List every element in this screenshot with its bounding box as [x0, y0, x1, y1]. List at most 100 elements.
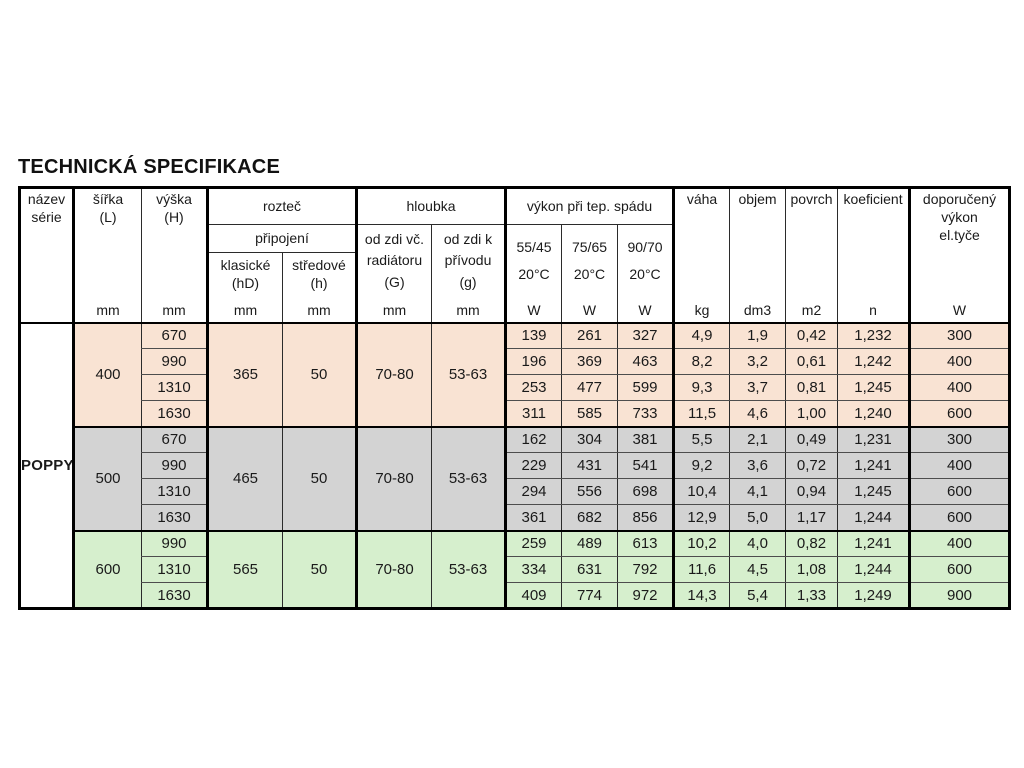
spec-table: název série šířka (L) výška (H) rozteč h… [18, 186, 1012, 610]
pitch-classic-cell: 365 [206, 322, 283, 427]
volume-cell: 4,6 [729, 400, 786, 427]
surface-cell: 1,33 [785, 582, 838, 609]
width-cell: 500 [72, 425, 142, 531]
header-width: šířka (L) [72, 187, 142, 298]
unit-depth-g: mm [355, 297, 432, 324]
weight-cell: 10,2 [672, 529, 730, 557]
output-cell: 774 [561, 582, 618, 609]
output-cell: 698 [617, 478, 674, 505]
volume-cell: 4,1 [729, 478, 786, 505]
header-depth: hloubka [354, 187, 506, 225]
weight-cell: 11,6 [672, 556, 730, 583]
depth-g-small-cell: 53-63 [430, 322, 506, 427]
recommended-cell: 300 [908, 322, 1010, 349]
output-cell: 792 [617, 556, 674, 583]
coefficient-cell: 1,231 [837, 425, 910, 453]
table-row: 1630 409 774 972 14,3 5,4 1,33 1,249 900 [20, 582, 1010, 609]
height-cell: 990 [141, 529, 208, 557]
recommended-cell: 600 [908, 478, 1010, 505]
header-pitch: rozteč [206, 187, 357, 225]
unit-height: mm [141, 297, 208, 324]
pitch-central-cell: 50 [282, 425, 357, 531]
output-cell: 261 [561, 322, 618, 349]
output-cell: 229 [504, 452, 562, 479]
unit-classic: mm [206, 297, 283, 324]
output-cell: 431 [561, 452, 618, 479]
output-cell: 311 [504, 400, 562, 427]
pitch-central-cell: 50 [282, 322, 357, 427]
table-row: 990 196 369 463 8,2 3,2 0,61 1,242 400 [20, 348, 1010, 375]
recommended-cell: 400 [908, 348, 1010, 375]
coefficient-cell: 1,241 [837, 452, 910, 479]
height-cell: 670 [141, 322, 208, 349]
header-row-2: připojení od zdi vč. radiátoru (G) od zd… [20, 224, 1010, 298]
header-output: výkon při tep. spádu [504, 187, 674, 225]
unit-width: mm [72, 297, 142, 324]
height-cell: 990 [141, 348, 208, 375]
coefficient-cell: 1,240 [837, 400, 910, 427]
output-cell: 334 [504, 556, 562, 583]
spec-sheet: TECHNICKÁ SPECIFIKACE název série šířka … [18, 156, 1012, 610]
unit-depth-g-small: mm [430, 297, 506, 324]
output-cell: 489 [561, 529, 618, 557]
pitch-central-cell: 50 [282, 529, 357, 609]
surface-cell: 0,94 [785, 478, 838, 505]
coefficient-cell: 1,249 [837, 582, 910, 609]
output-cell: 253 [504, 374, 562, 401]
volume-cell: 5,4 [729, 582, 786, 609]
weight-cell: 4,9 [672, 322, 730, 349]
volume-cell: 3,7 [729, 374, 786, 401]
output-cell: 259 [504, 529, 562, 557]
header-height: výška (H) [141, 187, 208, 298]
depth-g-cell: 70-80 [355, 529, 432, 609]
output-cell: 477 [561, 374, 618, 401]
table-row: 1310 294 556 698 10,4 4,1 0,94 1,245 600 [20, 478, 1010, 505]
volume-cell: 4,5 [729, 556, 786, 583]
unit-gradient-2: W [561, 297, 618, 324]
header-coefficient: koeficient [837, 187, 910, 298]
header-surface: povrch [785, 187, 838, 298]
header-gradient-2: 75/65 20°C [561, 224, 618, 298]
header-gradient-1: 55/45 20°C [504, 224, 562, 298]
volume-cell: 2,1 [729, 425, 786, 453]
table-row: 1310 253 477 599 9,3 3,7 0,81 1,245 400 [20, 374, 1010, 401]
weight-cell: 9,2 [672, 452, 730, 479]
output-cell: 304 [561, 425, 618, 453]
unit-coefficient: n [837, 297, 910, 324]
recommended-cell: 400 [908, 374, 1010, 401]
weight-cell: 5,5 [672, 425, 730, 453]
output-cell: 162 [504, 425, 562, 453]
height-cell: 990 [141, 452, 208, 479]
output-cell: 613 [617, 529, 674, 557]
units-row: mm mm mm mm mm mm W W W kg dm3 m2 n W [20, 297, 1010, 324]
output-cell: 682 [561, 504, 618, 531]
output-cell: 463 [617, 348, 674, 375]
surface-cell: 0,82 [785, 529, 838, 557]
weight-cell: 8,2 [672, 348, 730, 375]
recommended-cell: 300 [908, 425, 1010, 453]
height-cell: 1630 [141, 504, 208, 531]
surface-cell: 1,17 [785, 504, 838, 531]
height-cell: 1310 [141, 374, 208, 401]
recommended-cell: 600 [908, 400, 1010, 427]
unit-gradient-1: W [504, 297, 562, 324]
recommended-cell: 400 [908, 529, 1010, 557]
header-gradient-3: 90/70 20°C [617, 224, 674, 298]
output-cell: 294 [504, 478, 562, 505]
header-name-series: název série [19, 187, 74, 324]
coefficient-cell: 1,245 [837, 374, 910, 401]
coefficient-cell: 1,232 [837, 322, 910, 349]
unit-weight: kg [672, 297, 730, 324]
table-row: 1630 361 682 856 12,9 5,0 1,17 1,244 600 [20, 504, 1010, 531]
header-depth-g: od zdi vč. radiátoru (G) [355, 224, 432, 298]
volume-cell: 4,0 [729, 529, 786, 557]
unit-central: mm [282, 297, 357, 324]
width-cell: 600 [72, 529, 142, 609]
header-depth-g-small: od zdi k přívodu (g) [430, 224, 506, 298]
volume-cell: 3,2 [729, 348, 786, 375]
coefficient-cell: 1,241 [837, 529, 910, 557]
height-cell: 1630 [141, 400, 208, 427]
height-cell: 1310 [141, 478, 208, 505]
surface-cell: 0,81 [785, 374, 838, 401]
coefficient-cell: 1,245 [837, 478, 910, 505]
